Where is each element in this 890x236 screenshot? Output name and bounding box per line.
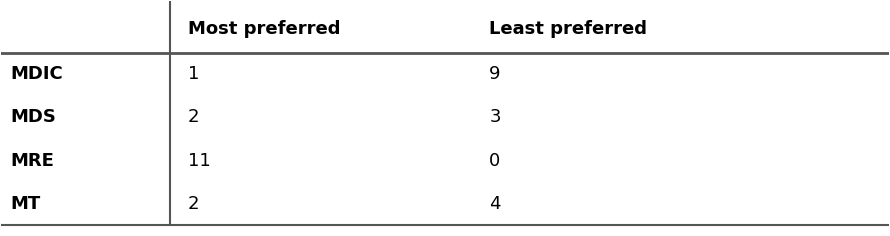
- Text: 2: 2: [188, 108, 199, 126]
- Text: 9: 9: [490, 65, 501, 83]
- Text: Most preferred: Most preferred: [188, 20, 340, 38]
- Text: 1: 1: [188, 65, 199, 83]
- Text: MDS: MDS: [11, 108, 56, 126]
- Text: MDIC: MDIC: [11, 65, 63, 83]
- Text: MT: MT: [11, 195, 41, 213]
- Text: Least preferred: Least preferred: [490, 20, 647, 38]
- Text: 0: 0: [490, 152, 500, 169]
- Text: 2: 2: [188, 195, 199, 213]
- Text: 4: 4: [490, 195, 501, 213]
- Text: 11: 11: [188, 152, 210, 169]
- Text: 3: 3: [490, 108, 501, 126]
- Text: MRE: MRE: [11, 152, 54, 169]
